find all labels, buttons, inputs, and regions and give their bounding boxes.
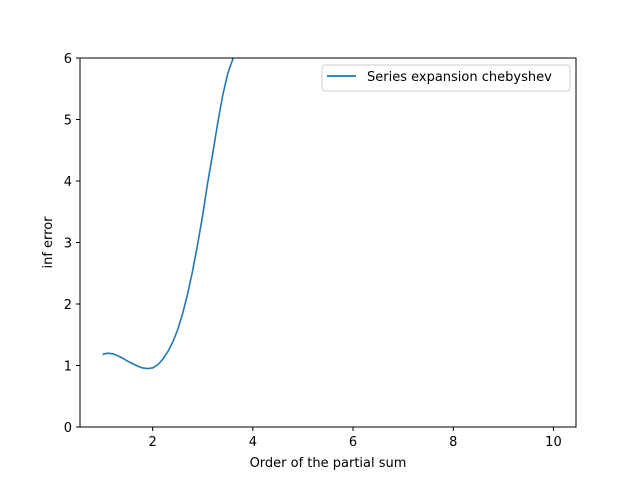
y-tick-label: 0 [64,421,72,436]
series-line-0 [102,58,235,370]
legend-box [321,64,571,92]
y-axis-label: inf error [41,216,56,269]
x-tick-label: 10 [545,435,562,450]
legend-label: Series expansion chebyshev [367,70,552,85]
y-tick-label: 2 [64,298,72,313]
axes-frame [79,57,577,428]
y-tick-label: 4 [64,175,72,190]
x-tick-label: 8 [449,435,457,450]
y-tick-label: 5 [64,114,72,129]
y-tick-label: 1 [64,360,72,375]
x-tick-label: 2 [149,435,157,450]
legend: Series expansion chebyshev [321,64,571,92]
x-tick-label: 4 [249,435,257,450]
x-tick-label: 6 [349,435,357,450]
y-tick-label: 3 [64,237,72,252]
x-axis-label: Order of the partial sum [250,456,407,471]
y-tick-label: 6 [64,52,72,67]
